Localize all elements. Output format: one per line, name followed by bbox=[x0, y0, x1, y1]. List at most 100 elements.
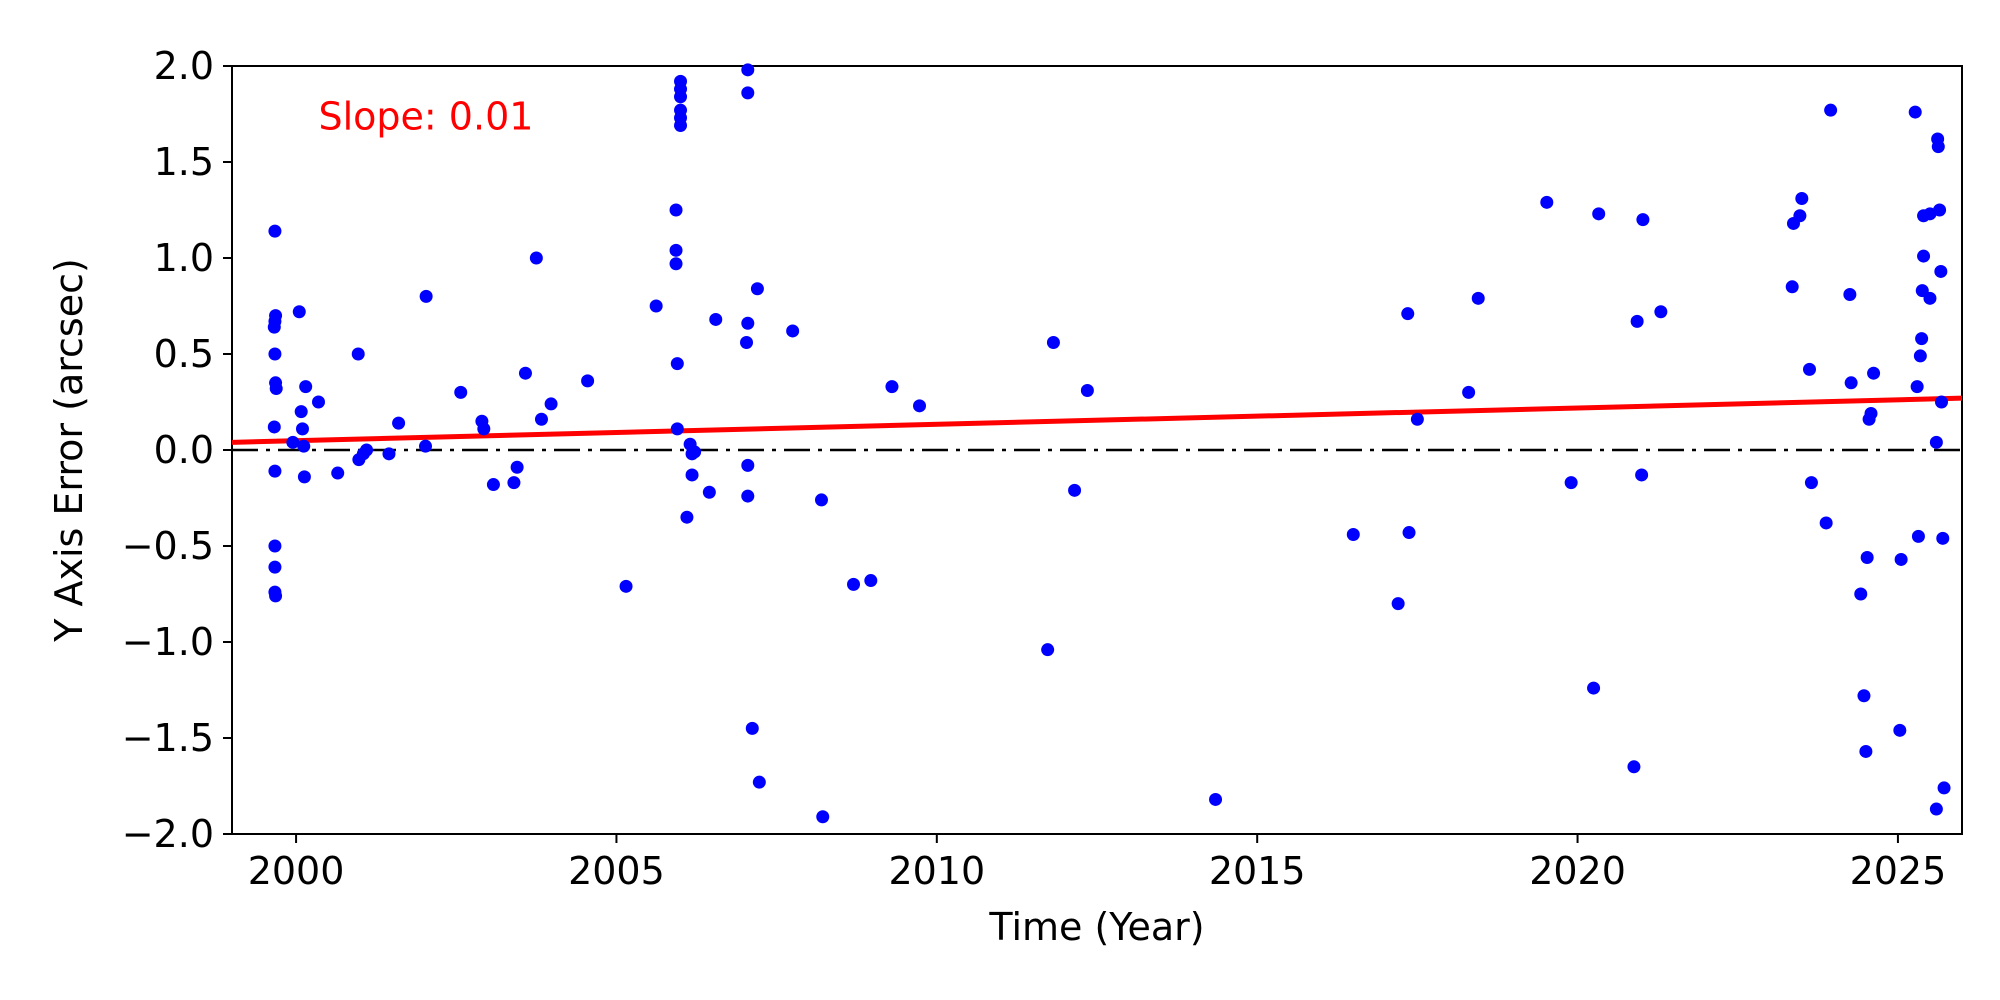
data-point bbox=[1346, 527, 1360, 541]
y-tick-label: −1.0 bbox=[122, 620, 214, 664]
data-point bbox=[1923, 291, 1937, 305]
x-tick-label: 2015 bbox=[1209, 849, 1306, 893]
data-point bbox=[680, 510, 694, 524]
data-point bbox=[1041, 643, 1055, 657]
data-point bbox=[1592, 207, 1606, 221]
data-point bbox=[1471, 291, 1485, 305]
y-tick-label: −0.5 bbox=[122, 524, 214, 568]
data-point bbox=[297, 470, 311, 484]
data-point bbox=[1564, 476, 1578, 490]
data-point bbox=[1937, 781, 1951, 795]
y-tick-label: 1.0 bbox=[154, 236, 214, 280]
data-point bbox=[268, 464, 282, 478]
data-point bbox=[1913, 349, 1927, 363]
data-point bbox=[669, 243, 683, 257]
data-point bbox=[864, 574, 878, 588]
data-point bbox=[1068, 483, 1082, 497]
data-point bbox=[745, 721, 759, 735]
data-point bbox=[1936, 531, 1950, 545]
data-point bbox=[1410, 412, 1424, 426]
x-tick-label: 2010 bbox=[888, 849, 985, 893]
data-point bbox=[752, 775, 766, 789]
data-point bbox=[670, 357, 684, 371]
y-axis-label: Y Axis Error (arcsec) bbox=[47, 258, 91, 643]
data-point bbox=[267, 420, 281, 434]
x-tick-label: 2005 bbox=[568, 849, 665, 893]
data-point bbox=[741, 86, 755, 100]
slope-annotation: Slope: 0.01 bbox=[319, 94, 534, 138]
data-point bbox=[669, 257, 683, 271]
data-point bbox=[709, 312, 723, 326]
data-point bbox=[786, 324, 800, 338]
data-point bbox=[351, 347, 365, 361]
x-tick-label: 2000 bbox=[248, 849, 345, 893]
data-point bbox=[913, 399, 927, 413]
y-tick-label: 0.0 bbox=[154, 428, 214, 472]
y-axis: −2.0 −1.5 −1.0 −0.5 0.0 0.5 1.0 1.5 2.0 bbox=[122, 44, 232, 856]
data-point bbox=[331, 466, 345, 480]
data-point bbox=[1636, 213, 1650, 227]
data-point bbox=[885, 380, 899, 394]
data-point bbox=[741, 489, 755, 503]
data-point bbox=[507, 476, 521, 490]
data-point bbox=[268, 224, 282, 238]
data-point bbox=[1843, 287, 1857, 301]
data-point bbox=[1929, 802, 1943, 816]
data-point bbox=[419, 439, 433, 453]
data-point bbox=[1540, 195, 1554, 209]
data-point bbox=[1402, 526, 1416, 540]
data-point bbox=[1795, 191, 1809, 205]
data-point bbox=[1929, 435, 1943, 449]
data-point bbox=[269, 382, 283, 396]
y-tick-label: 2.0 bbox=[154, 44, 214, 88]
data-point bbox=[1854, 587, 1868, 601]
data-point bbox=[1627, 760, 1641, 774]
x-axis-label: Time (Year) bbox=[988, 905, 1204, 949]
data-point bbox=[454, 385, 468, 399]
data-point bbox=[741, 316, 755, 330]
fit-line bbox=[231, 395, 1963, 445]
data-point bbox=[268, 347, 282, 361]
data-point bbox=[544, 397, 558, 411]
data-point bbox=[286, 435, 300, 449]
x-axis: 2000 2005 2010 2015 2020 2025 bbox=[248, 834, 1947, 893]
data-point bbox=[360, 443, 374, 457]
data-point bbox=[674, 90, 688, 104]
y-tick-label: 1.5 bbox=[154, 140, 214, 184]
data-point bbox=[669, 203, 683, 217]
data-point bbox=[477, 422, 491, 436]
data-point bbox=[268, 560, 282, 574]
data-point bbox=[1209, 792, 1223, 806]
data-point bbox=[269, 589, 283, 603]
data-point bbox=[534, 412, 548, 426]
data-point bbox=[267, 320, 281, 334]
data-point bbox=[1893, 723, 1907, 737]
data-point bbox=[392, 416, 406, 430]
data-point bbox=[294, 405, 308, 419]
data-point bbox=[649, 299, 663, 313]
data-point bbox=[702, 485, 716, 499]
x-tick-label: 2025 bbox=[1850, 849, 1947, 893]
x-tick-label: 2020 bbox=[1529, 849, 1626, 893]
plot-area: Slope: 0.01 bbox=[231, 63, 1963, 835]
data-point bbox=[740, 335, 754, 349]
data-point bbox=[1917, 249, 1931, 263]
data-point bbox=[1859, 744, 1873, 758]
data-point bbox=[741, 63, 755, 77]
data-point bbox=[1931, 140, 1945, 154]
data-point bbox=[1046, 335, 1060, 349]
data-point bbox=[518, 366, 532, 380]
data-point bbox=[1933, 203, 1947, 217]
data-point bbox=[816, 810, 830, 824]
data-point bbox=[419, 289, 433, 303]
data-point bbox=[1804, 476, 1818, 490]
data-point bbox=[295, 422, 309, 436]
data-point bbox=[1860, 551, 1874, 565]
data-point bbox=[1080, 383, 1094, 397]
data-point bbox=[1630, 314, 1644, 328]
data-point bbox=[1785, 280, 1799, 294]
data-point bbox=[674, 119, 688, 133]
data-point bbox=[1462, 385, 1476, 399]
data-point bbox=[814, 493, 828, 507]
